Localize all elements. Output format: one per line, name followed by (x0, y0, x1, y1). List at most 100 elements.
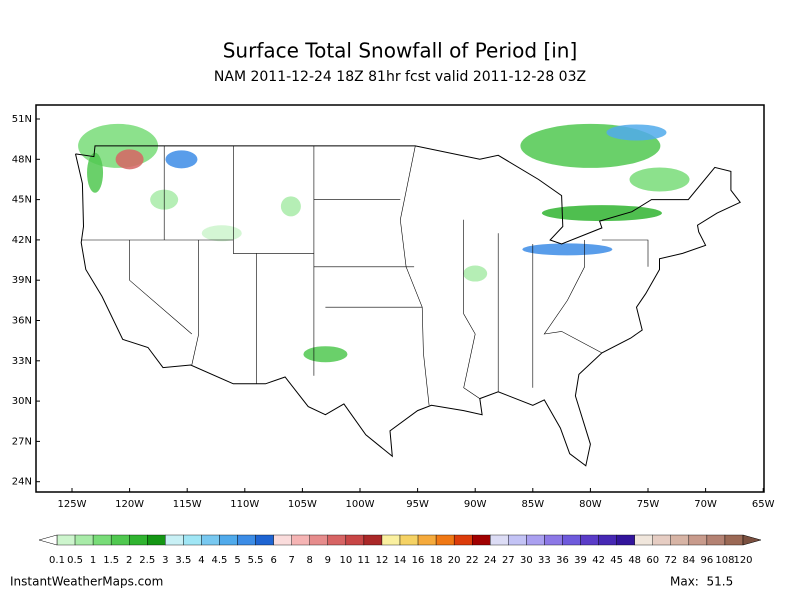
colorbar-swatch (508, 534, 527, 546)
state-line (601, 239, 649, 267)
snow-area (87, 152, 104, 193)
colorbar-label: 24 (484, 555, 497, 566)
colorbar-swatch (399, 534, 419, 546)
colorbar-swatch (417, 534, 437, 546)
state-line (543, 240, 603, 354)
lon-label: 95W (406, 499, 429, 510)
colorbar-swatch (165, 534, 184, 546)
max-value: Max: 51.5 (670, 575, 733, 589)
map-subtitle: NAM 2011-12-24 18Z 81hr fcst valid 2011-… (214, 69, 586, 85)
colorbar-swatch (526, 534, 545, 546)
state-line (191, 240, 199, 366)
colorbar-label: 9 (325, 555, 331, 566)
colorbar-swatch (237, 534, 256, 546)
colorbar-label: 5 (234, 555, 240, 566)
colorbar-label: 60 (646, 555, 659, 566)
colorbar-swatch (110, 534, 130, 546)
lon-label: 110W (230, 499, 259, 510)
colorbar-label: 5.5 (248, 555, 264, 566)
map-frame (35, 104, 765, 493)
colorbar-label: 14 (394, 555, 407, 566)
lat-label: 30N (12, 396, 32, 407)
colorbar-label: 48 (628, 555, 641, 566)
colorbar-label: 11 (358, 555, 371, 566)
state-line (129, 240, 192, 335)
colorbar-label: 120 (733, 555, 752, 566)
colorbar-label: 12 (376, 555, 389, 566)
lon-label: 80W (579, 499, 602, 510)
lat-label: 42N (12, 235, 32, 246)
colorbar-label: 39 (574, 555, 587, 566)
colorbar-label: 45 (610, 555, 623, 566)
lat-label: 39N (12, 275, 32, 286)
colorbar-label: 16 (412, 555, 425, 566)
colorbar-swatch (616, 534, 635, 546)
colorbar-label: 1.5 (103, 555, 119, 566)
map-title: Surface Total Snowfall of Period [in] (223, 39, 578, 63)
colorbar-label: 3.5 (175, 555, 191, 566)
colorbar-label: 1 (90, 555, 96, 566)
colorbar-arrow-high (742, 534, 762, 546)
colorbar-label: 27 (502, 555, 515, 566)
colorbar-swatch (724, 534, 744, 546)
colorbar-label: 96 (701, 555, 714, 566)
colorbar-swatch (147, 534, 166, 546)
snow-area (165, 150, 198, 169)
lat-label: 48N (12, 154, 32, 165)
snow-area (522, 243, 613, 256)
lon-label: 115W (173, 499, 202, 510)
colorbar-swatch (183, 534, 202, 546)
colorbar-label: 22 (466, 555, 479, 566)
colorbar-swatch (706, 534, 726, 546)
snow-area (629, 167, 690, 192)
colorbar-label: 3 (162, 555, 168, 566)
lon-label: 90W (464, 499, 487, 510)
lat-label: 33N (12, 356, 32, 367)
colorbar-swatch (472, 534, 491, 546)
state-line (463, 219, 480, 399)
colorbar-label: 2 (126, 555, 132, 566)
snow-area (606, 124, 667, 141)
lon-label: 70W (694, 499, 717, 510)
colorbar-swatch (273, 534, 292, 546)
lat-label: 45N (12, 195, 32, 206)
colorbar-swatch (562, 534, 581, 546)
colorbar-label: 72 (664, 555, 677, 566)
colorbar-label: 0.1 (49, 555, 65, 566)
lon-label: 125W (58, 499, 87, 510)
colorbar-swatch (453, 534, 473, 546)
snow-area (303, 346, 348, 363)
lon-label: 75W (637, 499, 660, 510)
colorbar-swatch (56, 534, 76, 546)
colorbar-label: 42 (592, 555, 605, 566)
colorbar-swatch (309, 534, 328, 546)
colorbar-swatch (544, 534, 563, 546)
lat-label: 27N (12, 436, 32, 447)
snow-area (115, 149, 144, 170)
state-line (399, 145, 430, 406)
colorbar-label: 0.5 (67, 555, 83, 566)
colorbar-label: 10 (339, 555, 352, 566)
snow-area (463, 265, 488, 282)
colorbar-swatch (381, 534, 401, 546)
lat-label: 24N (12, 477, 32, 488)
lon-label: 65W (752, 499, 775, 510)
colorbar-swatch (363, 534, 383, 546)
colorbar-label: 30 (520, 555, 533, 566)
colorbar-swatch (291, 534, 310, 546)
state-line (233, 145, 314, 254)
source-credit: InstantWeatherMaps.com (10, 575, 163, 589)
lon-label: 120W (115, 499, 144, 510)
country-outline (75, 145, 741, 467)
colorbar-swatch (688, 534, 708, 546)
colorbar-swatch (580, 534, 599, 546)
colorbar-swatch (219, 534, 238, 546)
colorbar-label: 20 (448, 555, 461, 566)
colorbar-swatch (598, 534, 617, 546)
colorbar-label: 84 (682, 555, 695, 566)
colorbar-label: 6 (270, 555, 276, 566)
colorbar-swatch (327, 534, 347, 546)
map-area (36, 105, 764, 492)
colorbar-swatch (201, 534, 220, 546)
colorbar-label: 8 (307, 555, 313, 566)
